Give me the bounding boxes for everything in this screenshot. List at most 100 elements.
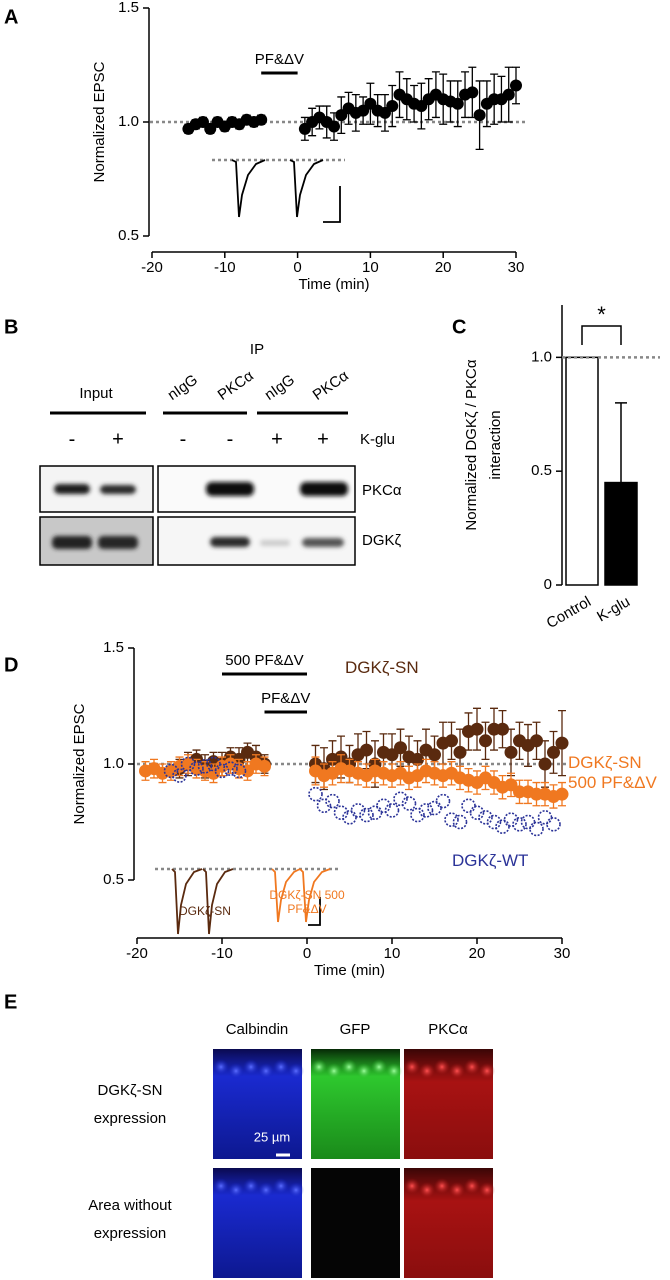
cell [419,1182,435,1198]
data-point [180,756,196,772]
kglu-sign: + [317,428,329,450]
data-point [496,722,509,736]
data-point [530,734,543,748]
kglu-sign: - [69,428,76,450]
kglu-sign: + [112,428,124,450]
kglu-sign: + [271,428,283,450]
cell [434,1059,450,1075]
x-tick-label: 30 [554,945,571,962]
data-point [197,759,213,774]
significance-bracket [581,325,622,345]
panel-letter: D [4,654,18,676]
kglu-label: K-glu [360,431,395,448]
cell [404,1178,420,1194]
data-point [453,745,467,759]
data-point [231,763,247,779]
data-point [502,88,515,101]
column-label: Calbindin [226,1021,289,1038]
data-point [393,791,408,807]
series-label: DGKζ-WT [452,851,529,870]
data-point [163,763,179,779]
data-point [537,810,553,825]
x-tick-label: Control [544,593,594,632]
lane-label: nIgG [261,371,297,404]
cell [341,1059,357,1075]
treatment-label: 500 PF&ΔV [225,652,303,669]
cell [356,1063,372,1079]
data-point [444,812,459,827]
data-point [384,803,400,818]
data-point [328,120,340,133]
panel-letter: C [452,316,466,338]
cell [288,1182,304,1198]
treatment-label: PF&ΔV [261,690,310,707]
y-tick-label: 0.5 [531,462,552,479]
data-point [504,745,518,759]
data-point [469,805,485,821]
significance-label: * [597,302,606,327]
data-point [255,113,268,126]
micrographs: E Calbindin GFP PKCα DGKζ-SN expression … [4,991,495,1278]
data-point [452,814,468,830]
input-label: Input [79,385,113,402]
cell [479,1063,495,1079]
data-point [325,793,340,809]
y-tick-label: 1.0 [531,348,552,365]
kglu-sign: - [227,428,234,450]
data-point [435,793,451,809]
y-tick-label: 0 [544,576,552,593]
data-point [359,807,374,823]
x-tick-label: 0 [293,259,301,276]
series-label: DGKζ-SN [345,658,419,677]
cell [288,1063,304,1079]
y-tick-label: 0.5 [118,227,139,244]
data-point [486,814,502,830]
data-point [401,796,417,811]
western-blot: B IP Input nIgG PKCα nIgG PKCα - + - - +… [4,316,402,566]
x-tick-label: 10 [384,945,401,962]
cell [326,1063,342,1079]
data-point [555,736,569,750]
y-tick-label: 1.5 [118,0,139,16]
data-point [223,761,238,776]
x-tick-label: 20 [435,259,452,276]
data-point [555,787,569,801]
panel-letter: A [4,6,18,28]
data-point [206,756,221,772]
data-point [308,786,323,802]
y-tick-label: 1.0 [103,755,124,772]
panel-letter: E [4,991,17,1013]
series-label: DGKζ-SN 500 PF&ΔV [568,753,657,792]
x-axis-label: Time (min) [314,962,385,979]
data-point [376,798,391,814]
scale-bar-label: 25 µm [254,1129,290,1144]
data-point [546,817,561,832]
data-point [418,803,434,818]
bar [565,356,599,586]
data-point [258,759,271,773]
y-tick-label: 0.5 [103,871,124,888]
x-tick-label: -10 [214,259,236,276]
data-point [529,821,544,837]
y-axis-label: Normalized EPSC [91,61,108,182]
inset-traces [155,867,338,935]
ip-label: IP [250,341,264,358]
data-point [538,757,552,771]
cell [449,1182,465,1198]
data-point [470,722,484,736]
x-tick-label: 10 [362,259,379,276]
row-label: expression [94,1225,167,1242]
x-tick-label: 30 [508,259,525,276]
y-tick-label: 1.5 [103,639,124,656]
inset-label: DGKζ-SN [179,904,231,918]
cell [273,1059,289,1075]
cell [479,1182,495,1198]
cell [258,1182,274,1198]
cell [464,1178,480,1194]
y-axis-label: Normalized DGKζ / PKCα [463,359,480,530]
x-tick-label: -20 [141,259,163,276]
cell [243,1059,259,1075]
cell [419,1063,435,1079]
kglu-sign: - [180,428,187,450]
